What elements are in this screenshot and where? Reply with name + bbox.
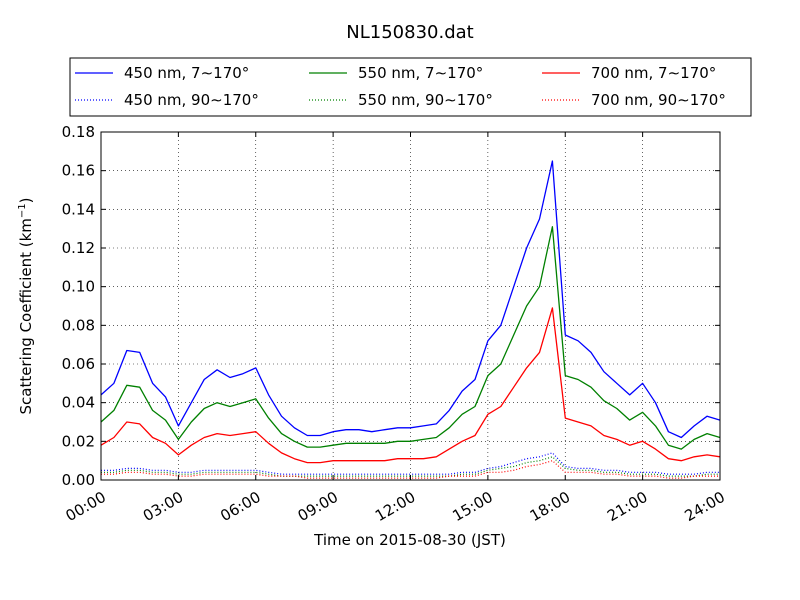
legend: 450 nm, 7∼170° 450 nm, 90∼170° 550 nm, 7∼1… (69, 57, 752, 117)
series-group (100, 160, 721, 479)
y-tick-label: 0.06 (62, 355, 95, 373)
y-tick-label: 0.18 (62, 123, 95, 141)
legend-label: 700 nm, 7∼170° (591, 64, 716, 82)
series-line-2 (100, 226, 721, 450)
y-axis-label-text: Scattering Coefficient (km (17, 218, 35, 414)
legend-label: 550 nm, 7∼170° (358, 64, 483, 82)
y-tick-label: 0.08 (62, 316, 95, 334)
series-line-3 (100, 307, 721, 464)
legend-frame (69, 57, 752, 117)
y-tick-label: 0.00 (62, 471, 95, 489)
plot-area (101, 132, 720, 480)
y-axis-label-sup: −1 (17, 203, 28, 218)
y-tick-label: 0.02 (62, 432, 95, 450)
chart-title: NL150830.dat (346, 22, 473, 43)
y-axis-label: Scattering Coefficient (km−1) (17, 197, 35, 414)
y-tick-label: 0.04 (62, 394, 95, 412)
y-tick-label: 0.14 (62, 200, 95, 218)
y-tick-label: 0.16 (62, 162, 95, 180)
series-line-4 (101, 452, 720, 475)
legend-label: 550 nm, 90∼170° (358, 91, 493, 109)
x-axis-label: Time on 2015-08-30 (JST) (313, 531, 506, 549)
series-line-1 (100, 160, 721, 439)
legend-label: 450 nm, 90∼170° (124, 91, 259, 109)
y-tick-label: 0.12 (62, 239, 95, 257)
y-axis-label-end: ) (17, 197, 35, 203)
legend-label: 700 nm, 90∼170° (591, 91, 726, 109)
y-tick-label: 0.10 (62, 278, 95, 296)
legend-label: 450 nm, 7∼170° (124, 64, 249, 82)
